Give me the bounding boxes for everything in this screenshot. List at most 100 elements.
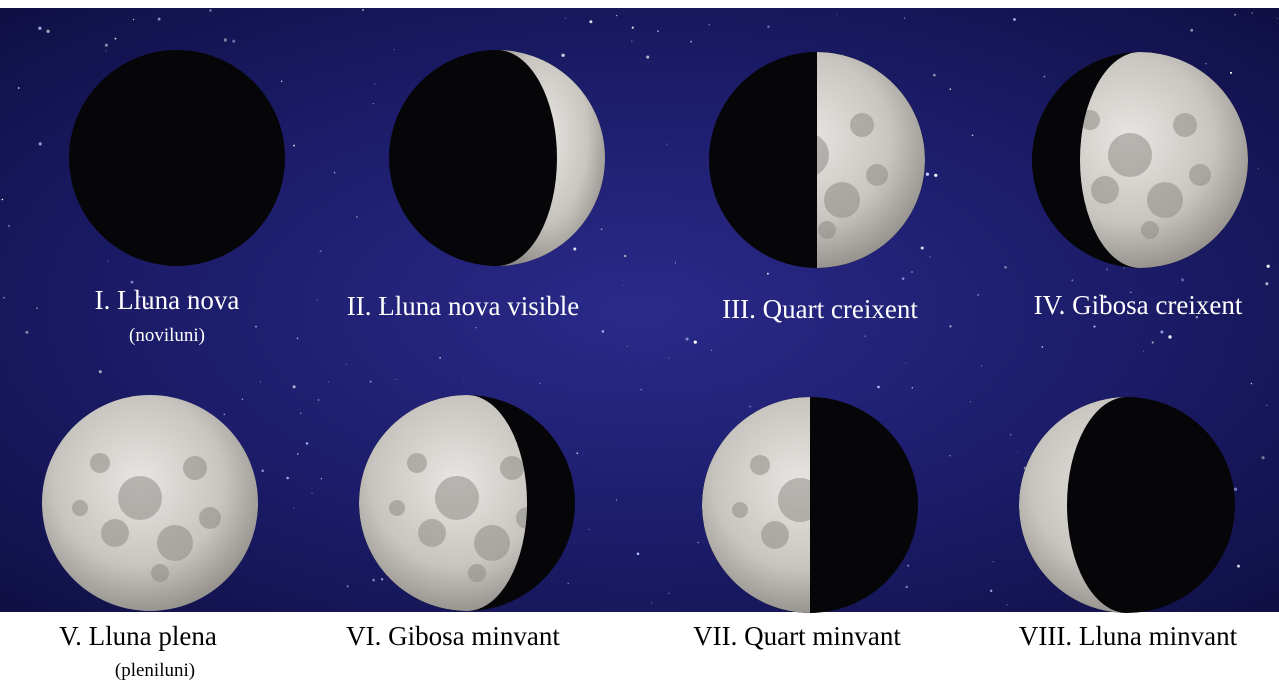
- star: [837, 14, 838, 15]
- star: [99, 370, 102, 373]
- star: [864, 336, 865, 337]
- star: [131, 281, 134, 284]
- star: [293, 508, 294, 509]
- star: [907, 565, 909, 567]
- star: [260, 382, 261, 383]
- star: [300, 413, 301, 414]
- star: [675, 262, 676, 263]
- star: [1042, 346, 1044, 348]
- phase-label: IV. Gibosa creixent: [1034, 290, 1243, 320]
- star: [905, 363, 906, 364]
- moon: [1032, 52, 1248, 268]
- star: [972, 134, 974, 136]
- star: [1044, 76, 1046, 78]
- star: [616, 15, 617, 16]
- star: [18, 87, 20, 89]
- star: [576, 452, 578, 454]
- star: [1267, 265, 1270, 268]
- star: [1190, 29, 1193, 32]
- star: [657, 30, 659, 32]
- star: [1143, 351, 1144, 352]
- phase-label: VI. Gibosa minvant: [346, 621, 560, 651]
- star: [293, 385, 296, 388]
- star: [370, 381, 372, 383]
- star: [255, 326, 257, 328]
- star: [1258, 168, 1259, 169]
- star: [929, 256, 930, 257]
- phase-label: II. Lluna nova visible: [347, 291, 579, 321]
- star: [632, 26, 634, 28]
- star: [561, 54, 564, 57]
- star: [1010, 434, 1012, 436]
- star: [105, 50, 106, 51]
- star: [1266, 405, 1267, 406]
- star: [328, 381, 329, 382]
- star: [1124, 268, 1125, 269]
- phase-note: (pleniluni): [115, 660, 195, 681]
- star: [711, 350, 712, 351]
- star: [321, 478, 322, 479]
- star: [993, 561, 994, 562]
- star: [306, 442, 308, 444]
- star: [902, 277, 905, 280]
- star: [475, 327, 477, 329]
- star: [39, 142, 42, 145]
- page: I. Lluna nova (noviluni) II. Lluna nova …: [0, 0, 1279, 684]
- star: [396, 379, 397, 380]
- star: [708, 24, 710, 26]
- star: [950, 88, 952, 90]
- star: [1265, 282, 1268, 285]
- star: [970, 401, 971, 402]
- star: [334, 172, 335, 173]
- star: [568, 583, 569, 584]
- star: [1106, 269, 1108, 271]
- star: [224, 414, 226, 416]
- star: [641, 389, 642, 390]
- star: [108, 261, 109, 262]
- star: [904, 17, 905, 18]
- moon: [69, 50, 285, 266]
- star: [637, 553, 640, 556]
- star: [374, 84, 375, 85]
- phase-label: V. Lluna plena: [59, 621, 217, 651]
- star: [320, 250, 322, 252]
- star: [602, 330, 605, 333]
- star: [3, 297, 5, 299]
- star: [46, 30, 49, 33]
- star: [1205, 63, 1207, 65]
- star: [25, 331, 28, 334]
- star: [977, 294, 979, 296]
- star: [911, 271, 912, 272]
- star: [281, 80, 283, 82]
- star: [372, 579, 375, 582]
- star: [1160, 331, 1163, 334]
- star: [573, 248, 576, 251]
- moon: [702, 397, 918, 613]
- star: [616, 499, 617, 500]
- star: [362, 9, 364, 11]
- star: [286, 477, 289, 480]
- star: [990, 590, 992, 592]
- phase-note: (noviluni): [129, 325, 205, 346]
- star: [631, 40, 633, 42]
- star: [1004, 266, 1007, 269]
- star: [317, 299, 318, 300]
- star: [565, 18, 566, 19]
- star: [1234, 14, 1236, 16]
- star: [601, 228, 603, 230]
- star: [439, 357, 441, 359]
- star: [242, 399, 243, 400]
- star: [133, 19, 134, 20]
- star: [1277, 18, 1278, 19]
- star: [1251, 383, 1252, 384]
- star: [624, 255, 626, 257]
- star: [347, 585, 349, 587]
- star: [297, 453, 299, 455]
- star: [356, 216, 357, 217]
- star: [749, 406, 751, 408]
- star: [293, 145, 295, 147]
- star: [1168, 335, 1171, 338]
- star: [1071, 279, 1073, 281]
- star: [1252, 13, 1253, 14]
- star: [668, 593, 670, 595]
